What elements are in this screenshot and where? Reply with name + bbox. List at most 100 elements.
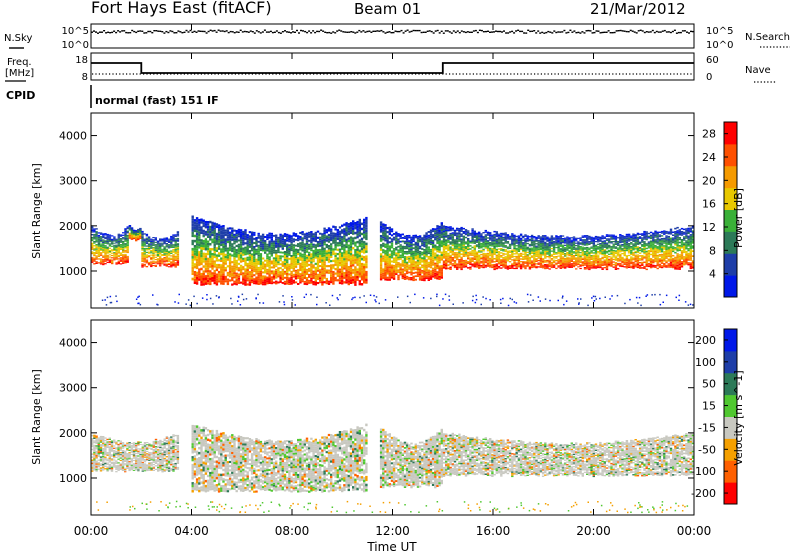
noise-sample [591, 32, 594, 34]
echo-cell [577, 244, 580, 246]
echo-cell [283, 272, 287, 275]
echo-cell [161, 259, 164, 261]
echo-cell [204, 223, 208, 226]
echo-cell [445, 229, 448, 231]
echo-cell [341, 224, 344, 227]
echo-cell [453, 229, 457, 232]
echo-cell [145, 233, 149, 236]
echo-cell [321, 235, 324, 238]
echo-cell [257, 244, 260, 247]
echo-cell [163, 252, 166, 254]
echo-cell [99, 232, 103, 234]
echo-cell [200, 283, 203, 286]
echo-cell [352, 278, 355, 282]
echo-cell [242, 239, 245, 242]
echo-cell [434, 232, 437, 235]
noise-sample [505, 32, 508, 34]
echo-cell [215, 242, 219, 245]
echo-cell [91, 258, 94, 260]
echo-cell [559, 235, 562, 237]
echo-cell [453, 260, 457, 262]
echo-cell [526, 236, 529, 238]
echo-cell [299, 256, 302, 259]
echo-cell [310, 259, 313, 262]
echo-cell [456, 268, 459, 270]
echo-cell [305, 273, 309, 275]
echo-cell [480, 236, 483, 238]
echo-cell [310, 277, 313, 280]
echo-cell [436, 254, 439, 257]
echo-cell [405, 247, 409, 250]
echo-cell [141, 257, 144, 260]
echo-cell [423, 240, 426, 242]
echo-cell [519, 233, 523, 235]
echo-cell [515, 238, 518, 240]
noise-sample [575, 32, 578, 34]
echo-cell [382, 227, 385, 230]
echo-cell [108, 235, 112, 237]
echo-cell [360, 257, 364, 261]
echo-cell [237, 250, 241, 253]
echo-cell [152, 240, 155, 242]
echo-cell [163, 258, 166, 260]
echo-cell [425, 239, 428, 242]
echo-cell [220, 250, 223, 253]
power-panel-bg [91, 113, 694, 308]
echo-cell [224, 260, 227, 263]
echo-cell [379, 271, 383, 274]
noise-sample [316, 30, 319, 33]
echo-cell [336, 244, 339, 247]
echo-cell [588, 260, 591, 263]
echo-cell [408, 248, 411, 251]
echo-cell [442, 252, 446, 254]
echo-cell [535, 265, 538, 268]
echo-cell [343, 267, 346, 270]
echo-cell [586, 235, 589, 237]
echo-cell [416, 271, 420, 274]
echo-cell [97, 247, 101, 250]
echo-cell [170, 237, 173, 239]
echo-cell [290, 259, 293, 261]
echo-cell [176, 231, 180, 233]
echo-cell [408, 259, 411, 262]
echo-cell [530, 238, 534, 240]
echo-cell [464, 262, 468, 265]
echo-cell [325, 258, 328, 261]
echo-cell [159, 264, 162, 266]
echo-cell [204, 240, 208, 244]
echo-cell [365, 270, 368, 274]
echo-cell [386, 256, 389, 259]
echo-cell [386, 268, 389, 271]
echo-cell [395, 242, 398, 245]
echo-cell [408, 257, 411, 260]
echo-cell [421, 237, 424, 239]
noise-sample [290, 32, 292, 34]
echo-cell [345, 276, 348, 279]
echo-cell [358, 264, 361, 268]
echo-cell [539, 237, 543, 239]
echo-cell [279, 271, 282, 274]
echo-cell [226, 265, 230, 268]
echo-cell [425, 264, 428, 267]
echo-cell [220, 266, 223, 269]
echo-cell [122, 259, 125, 261]
echo-cell [460, 245, 463, 247]
echo-cell [464, 250, 468, 253]
echo-cell [174, 239, 177, 241]
echo-cell [193, 247, 197, 251]
echo-cell [141, 243, 144, 245]
echo-cell [150, 258, 153, 260]
echo-cell [209, 243, 212, 246]
noise-sample [683, 30, 686, 32]
echo-cell [316, 263, 320, 266]
echo-cell [336, 268, 339, 271]
echo-cell [292, 267, 295, 270]
echo-cell [217, 238, 221, 241]
echo-cell [486, 237, 490, 239]
echo-cell [132, 235, 136, 237]
echo-cell [237, 247, 241, 250]
echo-cell [414, 275, 417, 278]
echo-cell [517, 250, 521, 252]
echo-cell [163, 237, 166, 239]
echo-cell [297, 235, 300, 238]
